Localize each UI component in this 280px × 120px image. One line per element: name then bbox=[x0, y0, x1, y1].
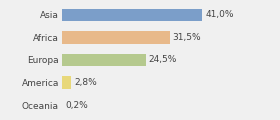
Bar bbox=[62, 31, 170, 44]
Bar bbox=[62, 9, 202, 21]
Text: 0,2%: 0,2% bbox=[65, 101, 88, 110]
Text: 24,5%: 24,5% bbox=[148, 55, 177, 64]
Text: 41,0%: 41,0% bbox=[205, 10, 234, 19]
Text: 2,8%: 2,8% bbox=[74, 78, 97, 87]
Bar bbox=[62, 54, 146, 66]
Bar bbox=[62, 76, 71, 89]
Text: 31,5%: 31,5% bbox=[172, 33, 201, 42]
